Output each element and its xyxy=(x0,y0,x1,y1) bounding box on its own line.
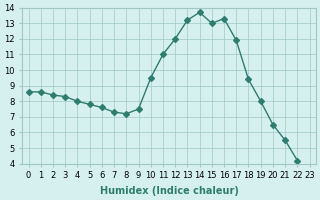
X-axis label: Humidex (Indice chaleur): Humidex (Indice chaleur) xyxy=(100,186,238,196)
